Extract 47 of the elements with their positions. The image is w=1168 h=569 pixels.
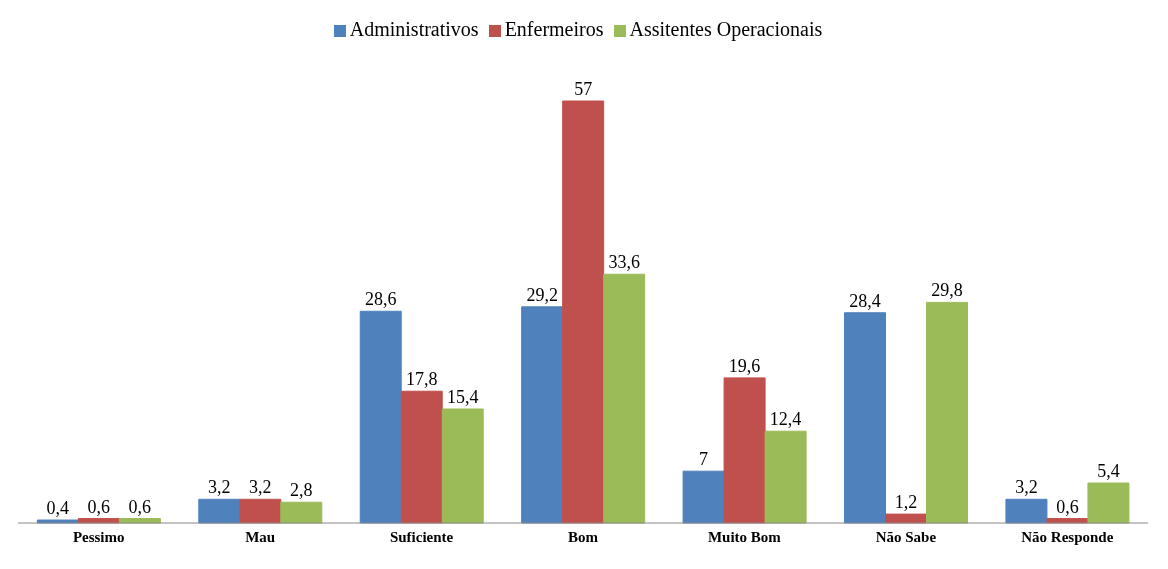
bar [441,408,484,524]
x-tick-label: Bom [568,528,599,545]
data-label: 17,8 [405,369,438,390]
data-label: 3,2 [208,477,231,498]
x-tick-label: Pessimo [72,528,125,545]
bar [239,498,282,524]
bar [359,310,402,524]
data-label: 19,6 [728,355,761,376]
data-label: 0,6 [87,496,111,517]
data-label: 0,4 [46,498,70,519]
bar [521,306,564,524]
bar [723,377,766,524]
data-label: 57 [574,79,593,99]
legend-label: Administrativos [349,18,479,40]
bar [926,301,969,524]
data-label: 15,4 [446,386,479,407]
data-label: 0,6 [128,496,152,517]
data-label: 7 [699,449,709,470]
data-label: 3,2 [1015,477,1038,498]
x-tick-label: Muito Bom [707,528,782,545]
bar [198,498,241,524]
x-tick-label: Suficiente [389,528,454,545]
bar [1005,498,1048,524]
data-label: 29,2 [526,284,558,305]
data-label: 29,8 [931,280,963,301]
data-label: 5,4 [1097,461,1120,482]
data-label: 12,4 [769,409,802,430]
bar [280,501,323,524]
bar [400,390,443,524]
bar [844,312,887,524]
bar [764,430,807,524]
data-label: 28,4 [849,290,881,311]
data-label: 1,2 [894,492,918,513]
x-tick-label: Não Responde [1021,528,1114,545]
bar [562,100,605,524]
legend-label: Assitentes Operacionais [629,18,823,40]
x-tick-label: Mau [245,528,276,545]
data-label: 33,6 [608,252,640,273]
bar [1087,482,1130,524]
data-label: 28,6 [364,289,397,310]
data-label: 2,8 [290,480,313,501]
data-label: 0,6 [1056,496,1079,517]
legend-label: Enfermeiros [504,18,604,40]
bar [682,470,725,524]
bar [603,273,646,524]
data-label: 3,2 [249,477,272,498]
x-tick-label: Não Sabe [875,528,937,545]
